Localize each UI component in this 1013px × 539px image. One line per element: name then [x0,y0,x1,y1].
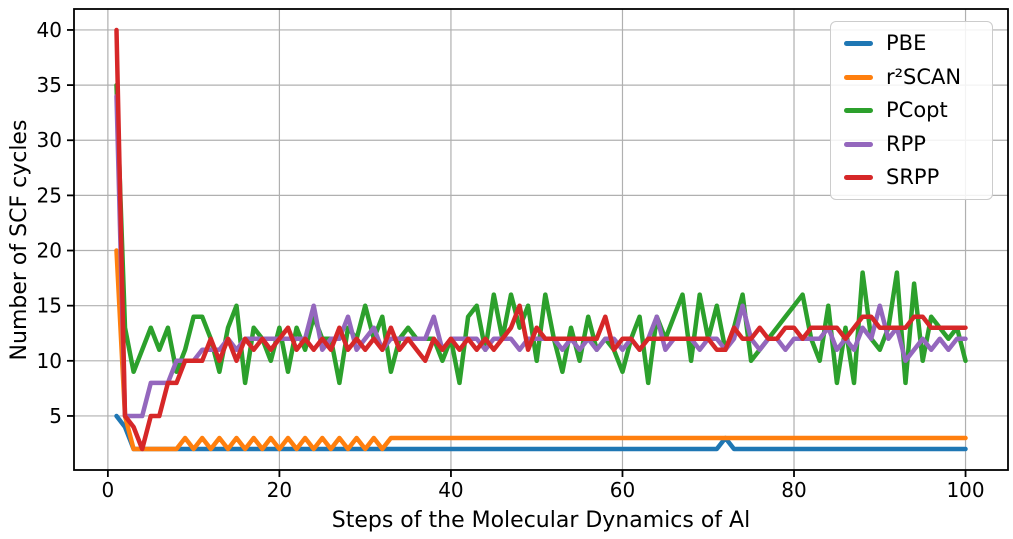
y-tick-label-30: 30 [37,128,62,152]
y-tick-label-35: 35 [37,73,62,97]
y-tick-label-10: 10 [37,349,62,373]
series-line-RPP [114,93,968,419]
legend-item-r²SCAN: r²SCAN [844,64,979,89]
y-tick-label-25: 25 [37,183,62,207]
x-tick-label-80: 80 [781,478,806,502]
x-axis-label: Steps of the Molecular Dynamics of Al [332,508,750,533]
legend-item-PBE: PBE [844,33,979,54]
legend-label-SRPP: SRPP [886,165,940,189]
legend-label-PCopt: PCopt [886,98,948,122]
x-tick-label-20: 20 [267,478,292,502]
series-line-SRPP [114,27,968,452]
legend-swatch-SRPP [844,175,873,180]
legend-swatch-PBE [844,41,873,46]
legend-label-r²SCAN: r²SCAN [886,64,962,89]
x-tick-label-60: 60 [610,478,635,502]
legend-swatch-r²SCAN [844,74,873,80]
y-axis-label: Number of SCF cycles [7,120,32,361]
legend-item-SRPP: SRPP [844,167,979,188]
series-line-r²SCAN [114,248,968,452]
y-tick-label-40: 40 [37,18,62,42]
legend-item-RPP: RPP [844,131,979,156]
axis-ticks-layer: 0 20 40 60 80 100 5 10 15 20 25 30 35 40 [37,18,985,502]
series-line-PBE [114,413,968,452]
y-tick-label-5: 5 [49,404,62,428]
legend-label-PBE: PBE [886,31,927,55]
x-tick-label-0: 0 [102,478,115,502]
legend: PBE r²SCAN PCopt RPP SRPP [830,21,993,200]
x-tick-label-100: 100 [946,478,984,502]
y-tick-label-15: 15 [37,294,62,318]
plot-border [73,8,1009,471]
x-tick-label-40: 40 [438,478,463,502]
y-tick-label-20: 20 [37,239,62,263]
legend-item-PCopt: PCopt [844,100,979,121]
legend-swatch-RPP [844,141,873,147]
legend-label-RPP: RPP [886,131,926,156]
data-series-layer [114,27,968,452]
legend-swatch-PCopt [844,108,873,113]
